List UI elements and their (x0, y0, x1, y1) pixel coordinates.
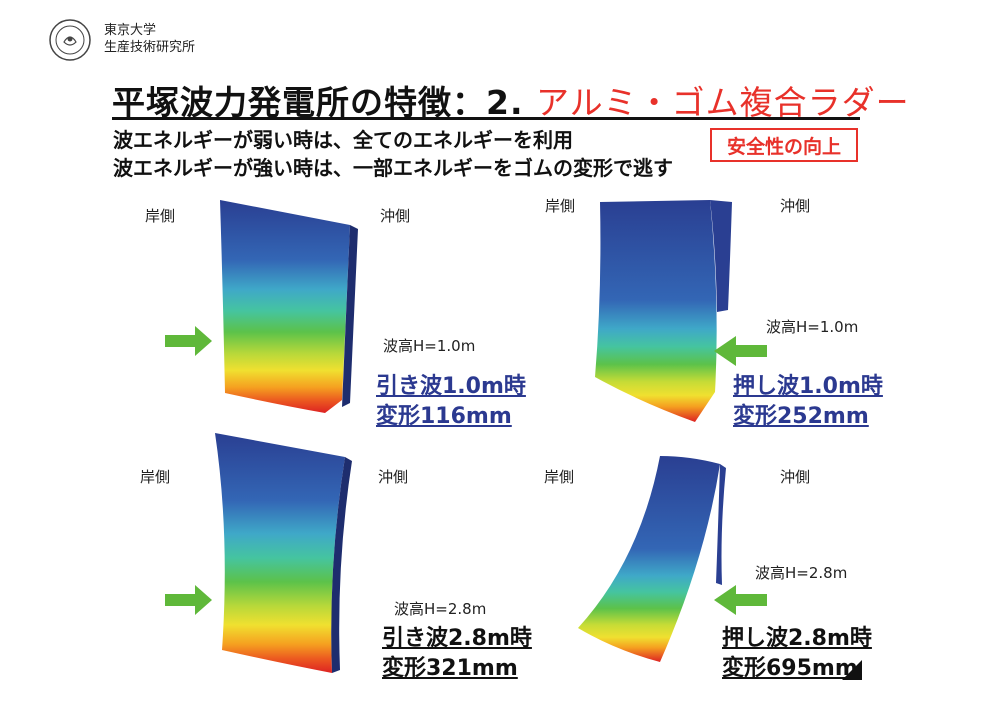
title-underline (112, 117, 860, 120)
page-title: 平塚波力発電所の特徴：2. アルミ・ゴム複合ラダー (112, 76, 910, 124)
offshore-label: 沖側 (780, 468, 811, 486)
caption-4-line-1: 押し波2.8m時 (722, 626, 872, 651)
wave-height-3: 波高H=2.8m (394, 600, 487, 618)
university-seal-icon (48, 18, 92, 62)
offshore-label: 沖側 (380, 207, 411, 225)
caption-3-line-1: 引き波2.8m時 (382, 626, 532, 651)
fem-plate-3 (160, 425, 360, 680)
caption-4: 押し波2.8m時 変形695mm (722, 624, 872, 684)
caption-3: 引き波2.8m時 変形321mm (382, 624, 532, 684)
caption-2-line-2: 変形252mm (733, 404, 869, 429)
arrow-push-2 (712, 585, 770, 615)
subtitle-weak-wave: 波エネルギーが弱い時は、全てのエネルギーを利用 (113, 128, 573, 152)
corner-triangle-icon (842, 660, 862, 680)
title-main: 平塚波力発電所の特徴：2. (112, 83, 524, 122)
caption-1: 引き波1.0m時 変形116mm (376, 372, 526, 432)
offshore-label: 沖側 (780, 197, 811, 215)
org-line-1: 東京大学 (104, 23, 157, 38)
arrow-push-1 (712, 336, 770, 366)
caption-1-line-2: 変形116mm (376, 404, 512, 429)
org-line-2: 生産技術研究所 (104, 40, 196, 55)
shore-label: 岸側 (145, 207, 176, 225)
shore-label: 岸側 (140, 468, 171, 486)
caption-2: 押し波1.0m時 変形252mm (733, 372, 883, 432)
caption-3-line-2: 変形321mm (382, 656, 518, 681)
title-highlight: アルミ・ゴム複合ラダー (536, 83, 910, 122)
wave-height-1: 波高H=1.0m (383, 337, 476, 355)
caption-1-line-1: 引き波1.0m時 (376, 374, 526, 399)
shore-label: 岸側 (545, 197, 576, 215)
wave-height-2: 波高H=1.0m (766, 318, 859, 336)
fem-plate-1 (160, 195, 370, 420)
organization-name: 東京大学 生産技術研究所 (104, 22, 195, 56)
shore-label: 岸側 (544, 468, 575, 486)
caption-2-line-1: 押し波1.0m時 (733, 374, 883, 399)
fem-plate-4 (570, 450, 730, 675)
safety-badge: 安全性の向上 (710, 128, 858, 162)
fem-plate-2 (580, 192, 780, 427)
wave-height-4: 波高H=2.8m (755, 564, 848, 582)
offshore-label: 沖側 (378, 468, 409, 486)
subtitle-strong-wave: 波エネルギーが強い時は、一部エネルギーをゴムの変形で逃す (113, 156, 673, 180)
caption-4-line-2: 変形695mm (722, 656, 858, 681)
